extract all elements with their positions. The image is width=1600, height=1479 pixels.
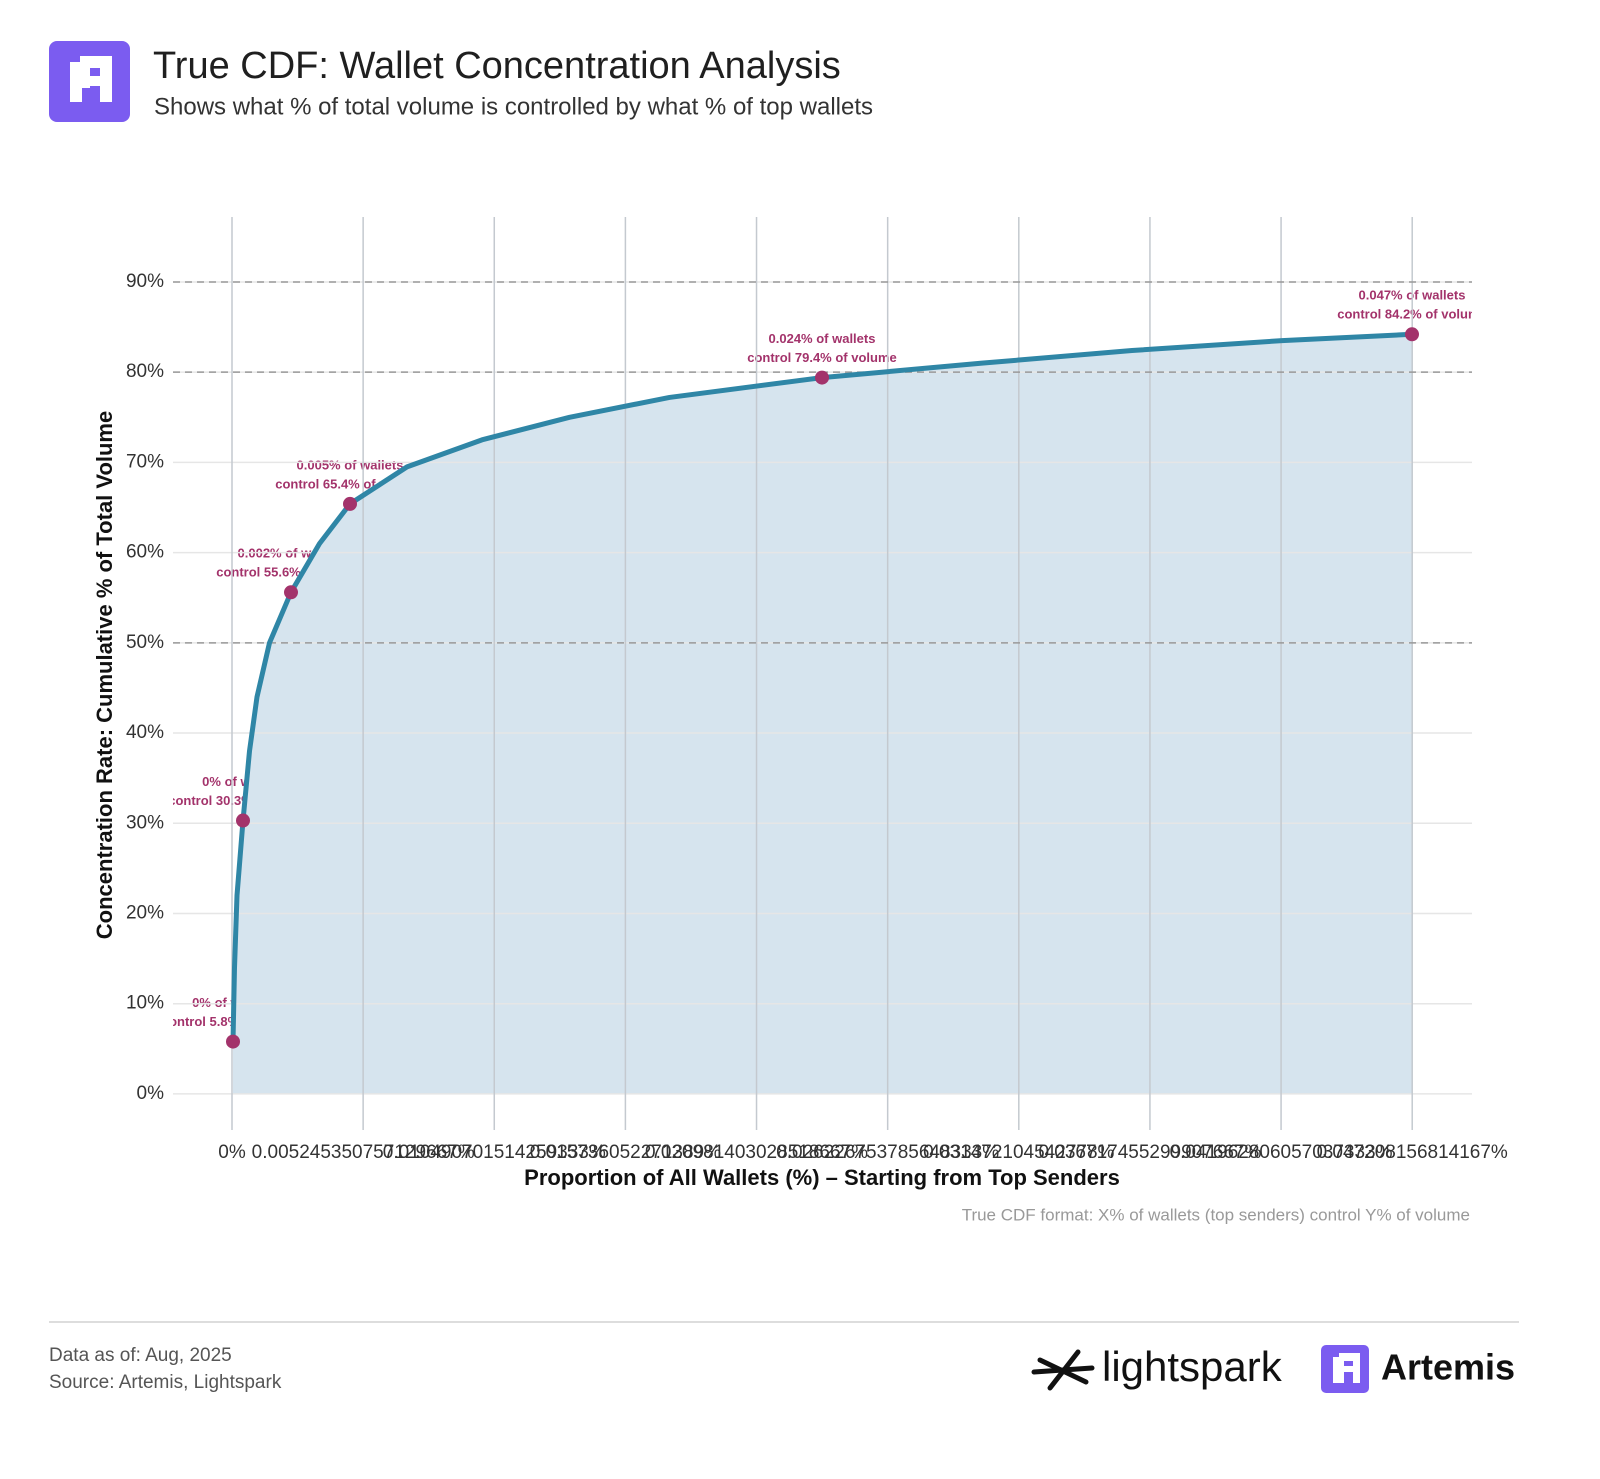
x-tick-label: 0.026226753785648333% <box>776 1142 999 1163</box>
x-tick-label: 0.031472104542778% <box>923 1142 1114 1163</box>
point <box>343 496 357 511</box>
y-tick-label: 30% <box>126 812 164 833</box>
point-label: control 79.4% of volume <box>747 350 897 365</box>
footer-date: Data as of: Aug, 2025 <box>49 1345 232 1366</box>
y-tick-label: 60% <box>126 542 164 563</box>
point <box>1405 327 1419 342</box>
x-tick-label: 0.010490701514259333% <box>383 1142 606 1163</box>
point <box>236 813 250 828</box>
y-tick-label: 80% <box>126 361 164 382</box>
point <box>226 1034 240 1049</box>
x-tick-label: 0.015736052271389% <box>530 1142 721 1163</box>
point-label: 0.024% of wallets <box>769 331 876 346</box>
y-tick-label: 70% <box>126 451 164 472</box>
y-tick-label: 40% <box>126 722 164 743</box>
chart-note: True CDF format: X% of wallets (top send… <box>962 1205 1470 1224</box>
point <box>815 370 829 385</box>
point-label: 0.005% of wallets <box>297 457 404 472</box>
y-tick-label: 10% <box>126 993 164 1014</box>
title: True CDF: Wallet Concentration Analysis <box>153 45 841 87</box>
subtitle: Shows what % of total volume is controll… <box>154 93 873 120</box>
y-tick-label: 0% <box>137 1083 165 1104</box>
x-axis-title: Proportion of All Wallets (%) – Starting… <box>524 1165 1120 1190</box>
point <box>284 585 298 600</box>
footer-source: Source: Artemis, Lightspark <box>49 1372 282 1393</box>
lightspark-icon <box>1031 1349 1095 1391</box>
x-tick-label: 0.036717455299907667% <box>1038 1142 1261 1163</box>
y-tick-label: 90% <box>126 271 164 292</box>
y-axis-title: Concentration Rate: Cumulative % of Tota… <box>92 411 117 939</box>
x-tick-label: 0% <box>218 1142 246 1163</box>
lightspark-logo: lightspark <box>1102 1343 1283 1390</box>
artemis-icon <box>1321 1345 1369 1393</box>
point-label: control 84.2% of volume <box>1337 307 1487 322</box>
area <box>233 334 1412 1094</box>
x-tick-label: 0.005245350757129667% <box>252 1142 475 1163</box>
y-tick-label: 50% <box>126 632 164 653</box>
x-tick-label: 0.047208156814167% <box>1317 1142 1508 1163</box>
y-tick-label: 20% <box>126 902 164 923</box>
header-logo <box>49 41 130 122</box>
x-tick-label: 0.041962806057037333% <box>1170 1142 1393 1163</box>
x-tick-label: 0.020981403028518667% <box>645 1142 868 1163</box>
artemis-logo: Artemis <box>1381 1347 1515 1388</box>
